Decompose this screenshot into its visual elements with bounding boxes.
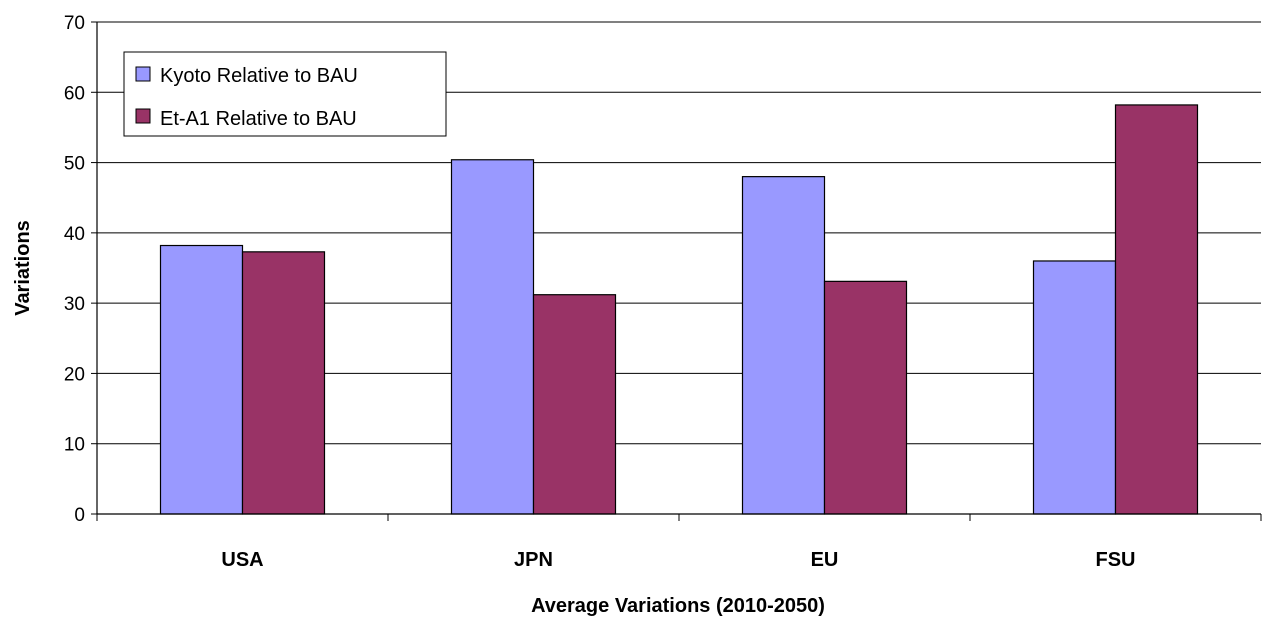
bar-eu-series-0 xyxy=(741,176,826,515)
x-category-label-fsu: FSU xyxy=(1096,549,1136,571)
y-axis-title: Variations xyxy=(12,220,34,316)
y-tick-label-60: 60 xyxy=(64,83,85,104)
legend-swatch-kyoto xyxy=(135,66,151,82)
legend-box xyxy=(123,51,447,137)
legend-swatch-eta1 xyxy=(135,108,151,124)
bar-usa-series-1 xyxy=(241,251,326,515)
bars xyxy=(159,104,1199,515)
y-tick-label-50: 50 xyxy=(64,154,85,175)
y-tick-label-10: 10 xyxy=(64,435,85,456)
bar-fsu-series-1 xyxy=(1114,104,1199,515)
bar-jpn-series-0 xyxy=(450,159,535,515)
y-tick-label-70: 70 xyxy=(64,13,85,34)
axes xyxy=(91,21,1262,521)
y-tick-label-0: 0 xyxy=(74,505,85,526)
y-tick-label-40: 40 xyxy=(64,224,85,245)
x-axis-title: Average Variations (2010-2050) xyxy=(531,595,825,617)
legend-label-kyoto: Kyoto Relative to BAU xyxy=(160,65,358,87)
labels: 0 10 20 30 40 50 60 70 USA JPN EU FSU xyxy=(64,13,1136,571)
bar-eu-series-1 xyxy=(823,280,908,515)
x-category-label-eu: EU xyxy=(811,549,839,571)
y-tick-label-30: 30 xyxy=(64,294,85,315)
legend-label-eta1: Et-A1 Relative to BAU xyxy=(160,108,357,130)
bar-fsu-series-0 xyxy=(1032,260,1117,515)
x-category-label-usa: USA xyxy=(221,549,263,571)
bar-jpn-series-1 xyxy=(532,294,617,515)
y-tick-label-20: 20 xyxy=(64,364,85,385)
legend: Kyoto Relative to BAU Et-A1 Relative to … xyxy=(123,51,447,137)
x-category-label-jpn: JPN xyxy=(514,549,553,571)
bar-usa-series-0 xyxy=(159,244,244,515)
